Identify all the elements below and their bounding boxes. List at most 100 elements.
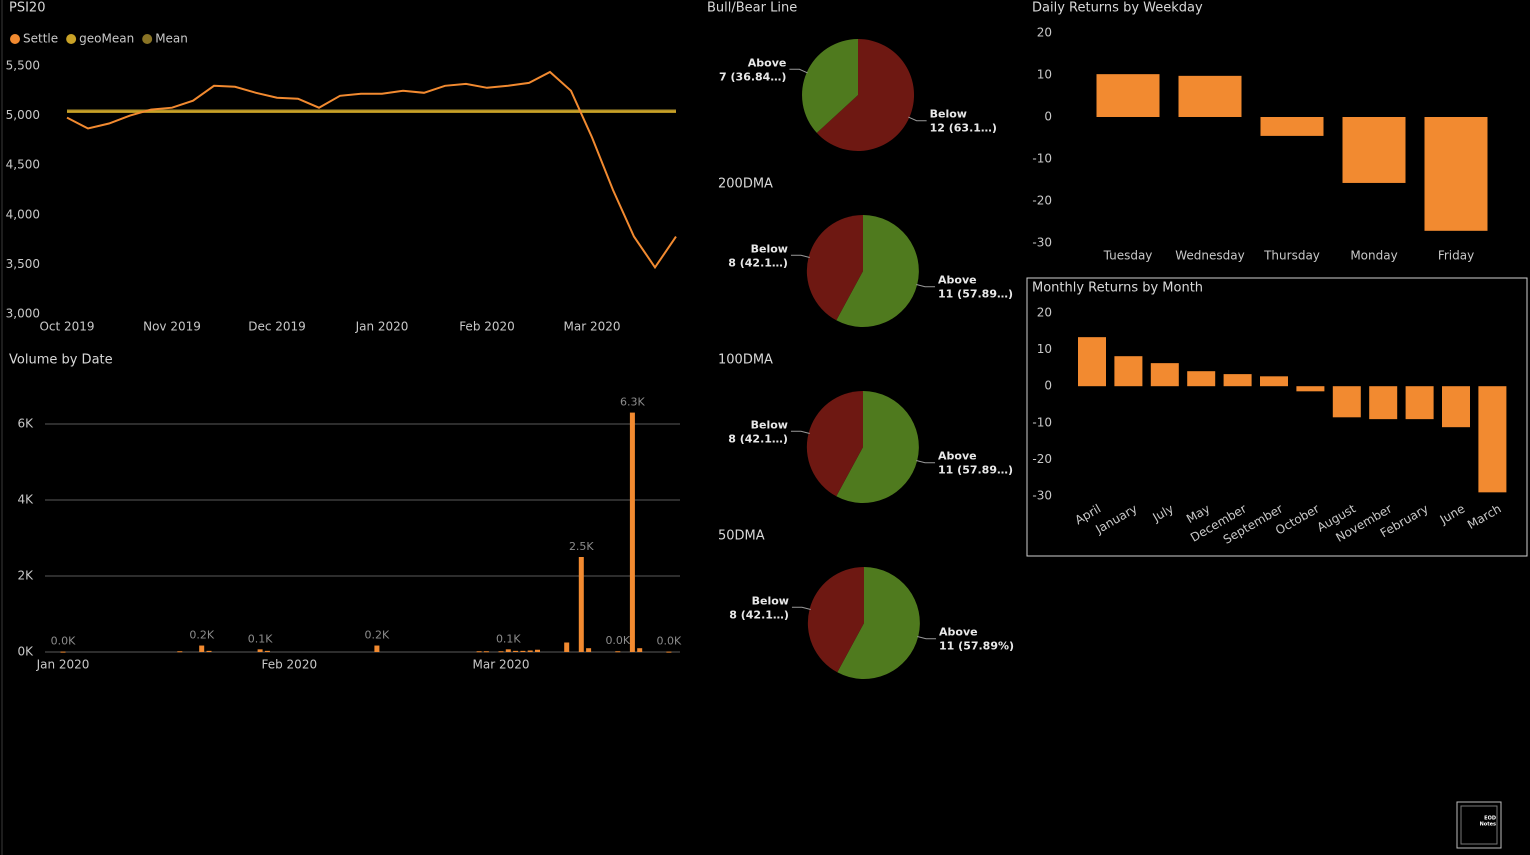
y-tick-label: 0 <box>1044 379 1052 393</box>
chart-title: 100DMA <box>718 353 773 368</box>
leader-line <box>916 460 936 464</box>
pie-label: Below <box>752 594 789 607</box>
bar <box>520 650 526 652</box>
data-label: 6.3K <box>620 396 645 409</box>
pie-slice <box>836 391 919 503</box>
pie-slice <box>837 567 920 679</box>
x-tick-label: Jan 2020 <box>36 658 90 672</box>
bar <box>199 645 205 652</box>
x-tick-label: Nov 2019 <box>143 320 201 334</box>
x-tick-label: Wednesday <box>1175 249 1244 263</box>
pie-slice <box>807 566 864 673</box>
x-tick-label: Monday <box>1350 249 1397 263</box>
bar <box>476 651 482 653</box>
data-label: 0.1K <box>496 632 521 645</box>
x-tick-label: July <box>1149 502 1176 525</box>
bar <box>1296 386 1325 392</box>
bar <box>60 651 66 653</box>
y-tick-label: 20 <box>1037 306 1052 320</box>
logo-text: EOD <box>1484 816 1496 822</box>
bar <box>1369 386 1398 420</box>
bar <box>1342 117 1406 183</box>
y-tick-label: 10 <box>1037 68 1052 82</box>
legend-marker <box>142 34 153 44</box>
legend-marker <box>10 34 20 44</box>
legend-label: geoMean <box>79 32 134 46</box>
pie-value-label: 11 (57.89…) <box>938 288 1013 301</box>
y-tick-label: 4K <box>17 493 34 507</box>
x-tick-label: January <box>1092 502 1139 537</box>
leader-line <box>791 606 811 610</box>
pie-value-label: 8 (42.1…) <box>728 432 788 445</box>
chart-title: 200DMA <box>718 177 773 192</box>
chart-title: Bull/Bear Line <box>707 1 797 16</box>
pie-value-label: 12 (63.1…) <box>930 122 997 135</box>
bar <box>177 651 183 653</box>
bar <box>637 648 643 652</box>
logo-box <box>1456 801 1502 849</box>
y-tick-label: 4,500 <box>6 158 40 172</box>
y-tick-label: 3,500 <box>6 257 40 271</box>
leader-line <box>917 636 937 640</box>
bar <box>1260 376 1288 387</box>
x-tick-label: Tuesday <box>1103 249 1153 263</box>
y-tick-label: 6K <box>17 417 34 431</box>
x-tick-label: Friday <box>1438 249 1474 263</box>
pie-label: Below <box>751 242 788 255</box>
data-label: 0.0K <box>605 634 630 647</box>
y-tick-label: 0K <box>17 645 34 659</box>
data-label: 0.2K <box>189 629 214 642</box>
pie-slice <box>816 38 915 151</box>
bar <box>1078 337 1106 387</box>
x-tick-label: June <box>1437 502 1468 528</box>
pie-slice <box>806 390 863 497</box>
data-label: 0.0K <box>51 635 76 648</box>
bar <box>483 651 489 653</box>
data-label: 0.1K <box>248 632 273 645</box>
pie-value-label: 11 (57.89%) <box>939 640 1014 653</box>
y-tick-label: 2K <box>17 569 34 583</box>
pie-label: Below <box>751 418 788 431</box>
y-tick-label: 20 <box>1037 26 1052 40</box>
x-tick-label: Dec 2019 <box>248 320 306 334</box>
bar <box>498 651 504 653</box>
data-label: 2.5K <box>569 540 594 553</box>
y-tick-label: -10 <box>1032 152 1052 166</box>
logo-inner <box>1460 805 1498 845</box>
focus-border <box>1026 277 1528 557</box>
x-tick-label: Mar 2020 <box>473 658 530 672</box>
bar <box>1405 386 1434 420</box>
bar <box>1260 117 1324 136</box>
x-tick-label: Jan 2020 <box>355 320 409 334</box>
pie-value-label: 8 (42.1…) <box>729 608 789 621</box>
series-line <box>66 70 677 270</box>
bar <box>1187 371 1216 387</box>
chart-title: PSI20 <box>9 1 45 16</box>
bar <box>586 648 592 652</box>
pie-label: Above <box>748 56 787 69</box>
pie-slice <box>806 214 863 321</box>
y-tick-label: -30 <box>1032 489 1052 503</box>
x-tick-label: Feb 2020 <box>459 320 515 334</box>
bar <box>578 557 584 652</box>
y-tick-label: 4,000 <box>6 207 40 221</box>
y-tick-label: 5,500 <box>6 59 40 73</box>
bar <box>527 650 533 652</box>
y-tick-label: -20 <box>1032 194 1052 208</box>
bar <box>206 650 212 652</box>
y-tick-label: -30 <box>1032 236 1052 250</box>
pie-slice <box>836 215 919 327</box>
bar <box>535 649 540 652</box>
x-tick-label: Thursday <box>1263 249 1320 263</box>
x-tick-label: Oct 2019 <box>39 320 94 334</box>
x-tick-label: Mar 2020 <box>564 320 621 334</box>
leader-line <box>908 116 927 122</box>
chart-title: Volume by Date <box>9 353 113 368</box>
bar <box>257 649 263 652</box>
leader-line <box>790 430 810 434</box>
x-tick-label: March <box>1465 502 1504 532</box>
data-label: 0.0K <box>657 635 682 648</box>
bar <box>1332 386 1361 418</box>
pie-slice <box>802 39 858 133</box>
bar <box>505 649 511 652</box>
